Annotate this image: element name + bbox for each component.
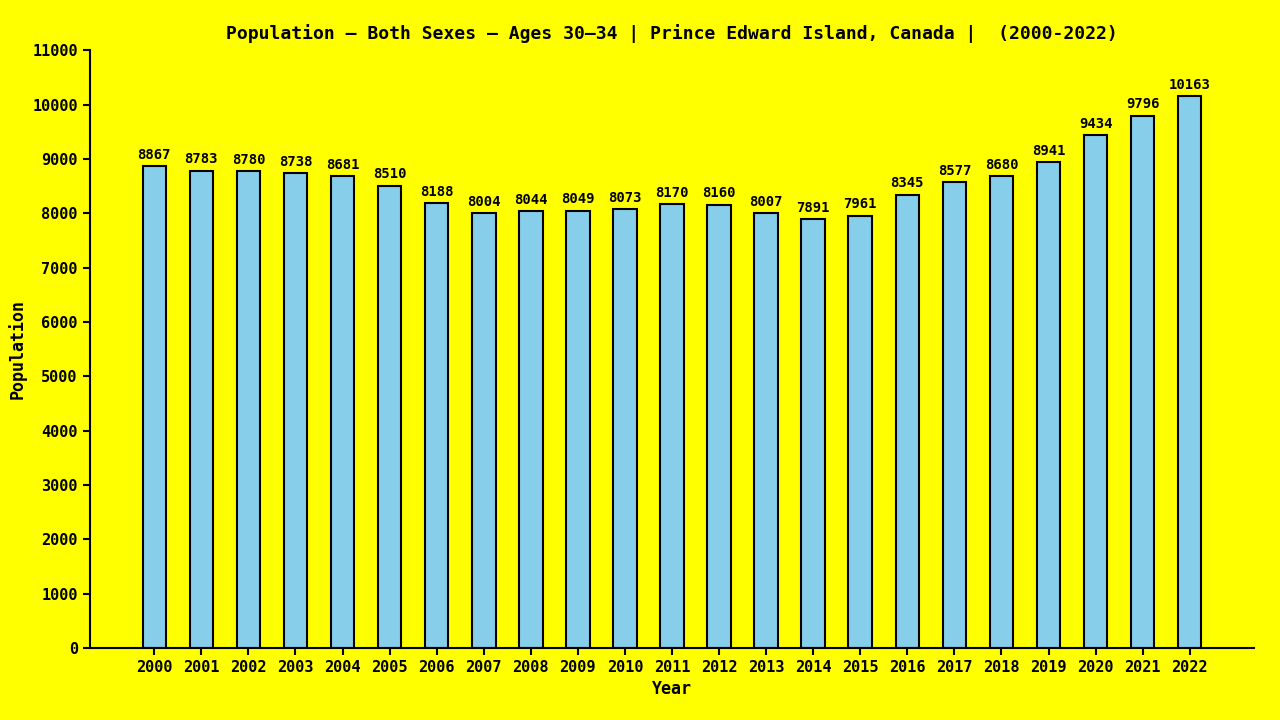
Text: 7961: 7961 (844, 197, 877, 211)
Bar (849, 215, 872, 648)
Bar (801, 220, 824, 648)
Text: 8007: 8007 (749, 194, 783, 209)
Text: 8738: 8738 (279, 155, 312, 169)
Bar (189, 171, 214, 648)
Bar (237, 171, 260, 648)
Text: 8780: 8780 (232, 153, 265, 166)
Text: 9434: 9434 (1079, 117, 1112, 131)
Text: 8941: 8941 (1032, 144, 1065, 158)
Bar (1130, 116, 1155, 648)
Bar (520, 211, 543, 648)
Text: 8577: 8577 (938, 163, 972, 178)
X-axis label: Year: Year (652, 680, 692, 698)
Text: 9796: 9796 (1126, 97, 1160, 112)
Bar (1037, 162, 1060, 648)
Text: 8004: 8004 (467, 195, 500, 209)
Text: 8680: 8680 (984, 158, 1018, 172)
Text: 8160: 8160 (703, 186, 736, 200)
Text: 8681: 8681 (326, 158, 360, 172)
Text: 10163: 10163 (1169, 78, 1211, 91)
Bar (708, 204, 731, 648)
Text: 8867: 8867 (137, 148, 172, 162)
Text: 7891: 7891 (796, 201, 829, 215)
Text: 8044: 8044 (515, 193, 548, 207)
Bar (613, 210, 636, 648)
Bar (896, 194, 919, 648)
Text: 8510: 8510 (372, 167, 406, 181)
Bar (378, 186, 402, 648)
Bar (425, 203, 448, 648)
Text: 8049: 8049 (561, 192, 595, 207)
Bar (284, 174, 307, 648)
Bar (754, 213, 778, 648)
Bar (942, 182, 966, 648)
Bar (142, 166, 166, 648)
Text: 8188: 8188 (420, 185, 453, 199)
Bar (566, 211, 590, 648)
Title: Population – Both Sexes – Ages 30–34 | Prince Edward Island, Canada |  (2000-202: Population – Both Sexes – Ages 30–34 | P… (227, 24, 1117, 43)
Text: 8073: 8073 (608, 191, 641, 205)
Bar (660, 204, 684, 648)
Bar (472, 213, 495, 648)
Bar (1084, 135, 1107, 648)
Text: 8170: 8170 (655, 186, 689, 200)
Bar (1178, 96, 1202, 648)
Y-axis label: Population: Population (8, 300, 27, 399)
Bar (330, 176, 355, 648)
Text: 8345: 8345 (891, 176, 924, 190)
Bar (989, 176, 1014, 648)
Text: 8783: 8783 (184, 153, 218, 166)
